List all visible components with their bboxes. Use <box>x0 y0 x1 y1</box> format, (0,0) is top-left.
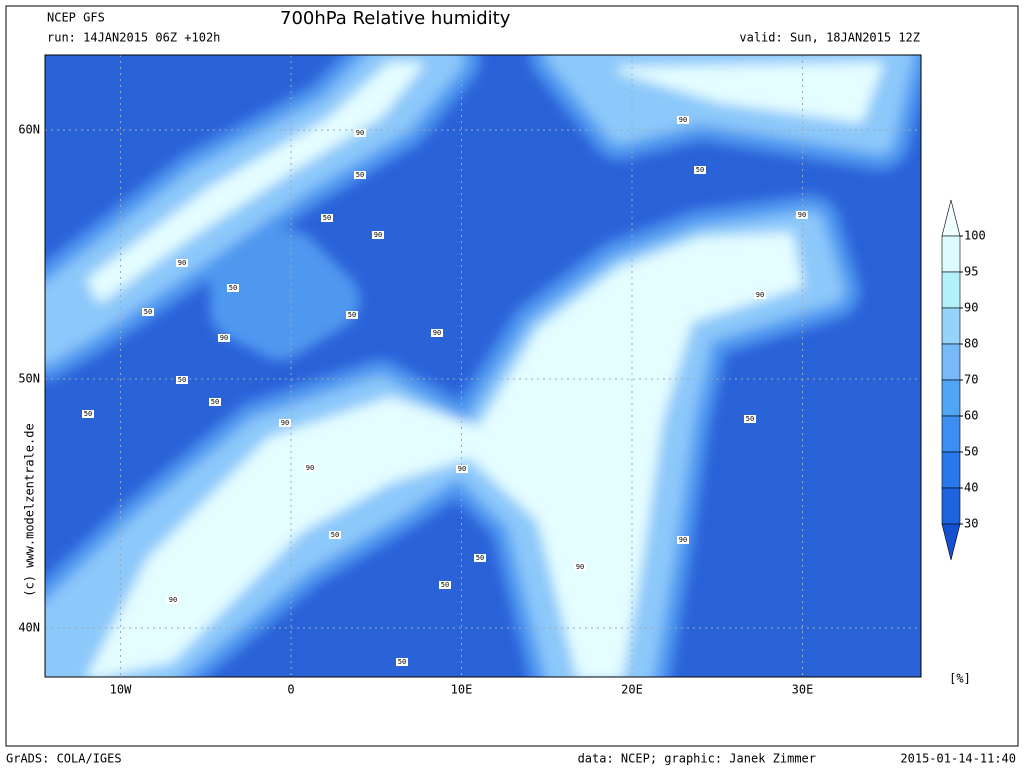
colorbar-band <box>941 451 961 489</box>
colorbar-band <box>941 343 961 381</box>
lon-tick-label: 30E <box>792 683 814 697</box>
lat-tick-label: 40N <box>18 621 40 635</box>
model-name: NCEP GFS <box>47 11 105 25</box>
contour-label-bg <box>456 465 468 473</box>
contour-label: 90 <box>356 129 364 137</box>
lat-tick-label: 60N <box>18 123 40 137</box>
contour-label-bg <box>694 166 706 174</box>
contour-label-bg <box>796 211 808 219</box>
colorbar-label: 90 <box>964 301 978 315</box>
contour-label: 90 <box>169 596 177 604</box>
colorbar-top <box>941 199 961 237</box>
footer-left: GrADS: COLA/IGES <box>6 752 122 766</box>
colorbar-band <box>941 307 961 345</box>
contour-label: 90 <box>798 211 806 219</box>
contour-label: 50 <box>331 531 339 539</box>
contour-label-bg <box>167 596 179 604</box>
contour-label-bg <box>744 415 756 423</box>
contour-label: 50 <box>211 398 219 406</box>
colorbar-band <box>941 487 961 525</box>
graticule <box>45 55 921 677</box>
contour-label-bg <box>754 291 766 299</box>
contour-label: 50 <box>476 554 484 562</box>
contour-label: 90 <box>374 231 382 239</box>
lon-tick-label: 20E <box>621 683 643 697</box>
contour-label: 50 <box>398 658 406 666</box>
contour-label-bg <box>431 329 443 337</box>
contour-label-bg <box>279 419 291 427</box>
contour-label-bg <box>396 658 408 666</box>
colorbar-label: 50 <box>964 445 978 459</box>
contour-labels: 90 50 50 90 90 50 50 90 50 90 50 50 50 90 90 90 50 50 50 90… <box>82 116 808 666</box>
contour-label: 50 <box>229 284 237 292</box>
contour-label-bg <box>346 311 358 319</box>
contour-label: 90 <box>220 334 228 342</box>
contour-label: 90 <box>679 536 687 544</box>
footer-center: data: NCEP; graphic: Janek Zimmer <box>578 752 816 766</box>
colorbar-label: 100 <box>964 229 986 243</box>
map-title: 700hPa Relative humidity <box>280 8 511 29</box>
contour-label: 50 <box>144 308 152 316</box>
contour-label-bg <box>354 129 366 137</box>
contour-label-bg <box>227 284 239 292</box>
contour-label: 90 <box>756 291 764 299</box>
valid-info: valid: Sun, 18JAN2015 12Z <box>739 31 920 45</box>
contour-label: 50 <box>84 410 92 418</box>
contour-label-bg <box>142 308 154 316</box>
contour-label-bg <box>82 410 94 418</box>
contour-label-bg <box>372 231 384 239</box>
contour-label: 90 <box>576 563 584 571</box>
colorbar-label: 95 <box>964 265 978 279</box>
footer-right: 2015-01-14-11:40 <box>900 752 1016 766</box>
contour-label: 50 <box>696 166 704 174</box>
contour-label: 50 <box>348 311 356 319</box>
colorbar-label: 30 <box>964 517 978 531</box>
contour-label: 50 <box>441 581 449 589</box>
humidity-field <box>45 55 921 677</box>
colorbar-unit: [%] <box>949 672 971 686</box>
lon-tick-label: 0 <box>287 683 294 697</box>
contour-label-bg <box>354 171 366 179</box>
contour-label: 90 <box>679 116 687 124</box>
contour-label: 90 <box>458 465 466 473</box>
colorbar-label: 70 <box>964 373 978 387</box>
contour-label-bg <box>574 563 586 571</box>
contour-label-bg <box>677 116 689 124</box>
contour-label-bg <box>474 554 486 562</box>
contour-label: 50 <box>323 214 331 222</box>
outer-frame <box>5 5 1019 747</box>
map-frame <box>44 54 922 678</box>
colorbar-label: 80 <box>964 337 978 351</box>
lat-tick-label: 50N <box>18 372 40 386</box>
contour-label-bg <box>677 536 689 544</box>
contour-label-bg <box>321 214 333 222</box>
contour-label: 90 <box>178 259 186 267</box>
contour-label-bg <box>176 259 188 267</box>
contour-label-bg <box>209 398 221 406</box>
run-info: run: 14JAN2015 06Z +102h <box>47 31 220 45</box>
colorbar-band <box>941 271 961 309</box>
contour-label: 90 <box>306 464 314 472</box>
colorbar-label: 40 <box>964 481 978 495</box>
contour-label: 50 <box>746 415 754 423</box>
contour-label-bg <box>304 464 316 472</box>
colorbar-band <box>941 379 961 417</box>
contour-label-bg <box>439 581 451 589</box>
lon-tick-label: 10E <box>451 683 473 697</box>
contour-label: 50 <box>356 171 364 179</box>
contour-label-bg <box>329 531 341 539</box>
contour-label: 90 <box>433 329 441 337</box>
colorbar-band <box>941 415 961 453</box>
colorbar-bottom <box>941 523 961 561</box>
contour-label-bg <box>218 334 230 342</box>
lon-tick-label: 10W <box>110 683 132 697</box>
credit: (c) www.modelzentrale.de <box>23 423 37 596</box>
contour-label-bg <box>176 376 188 384</box>
contour-label: 50 <box>178 376 186 384</box>
colorbar-label: 60 <box>964 409 978 423</box>
colorbar-band <box>941 235 961 273</box>
contour-label: 90 <box>281 419 289 427</box>
